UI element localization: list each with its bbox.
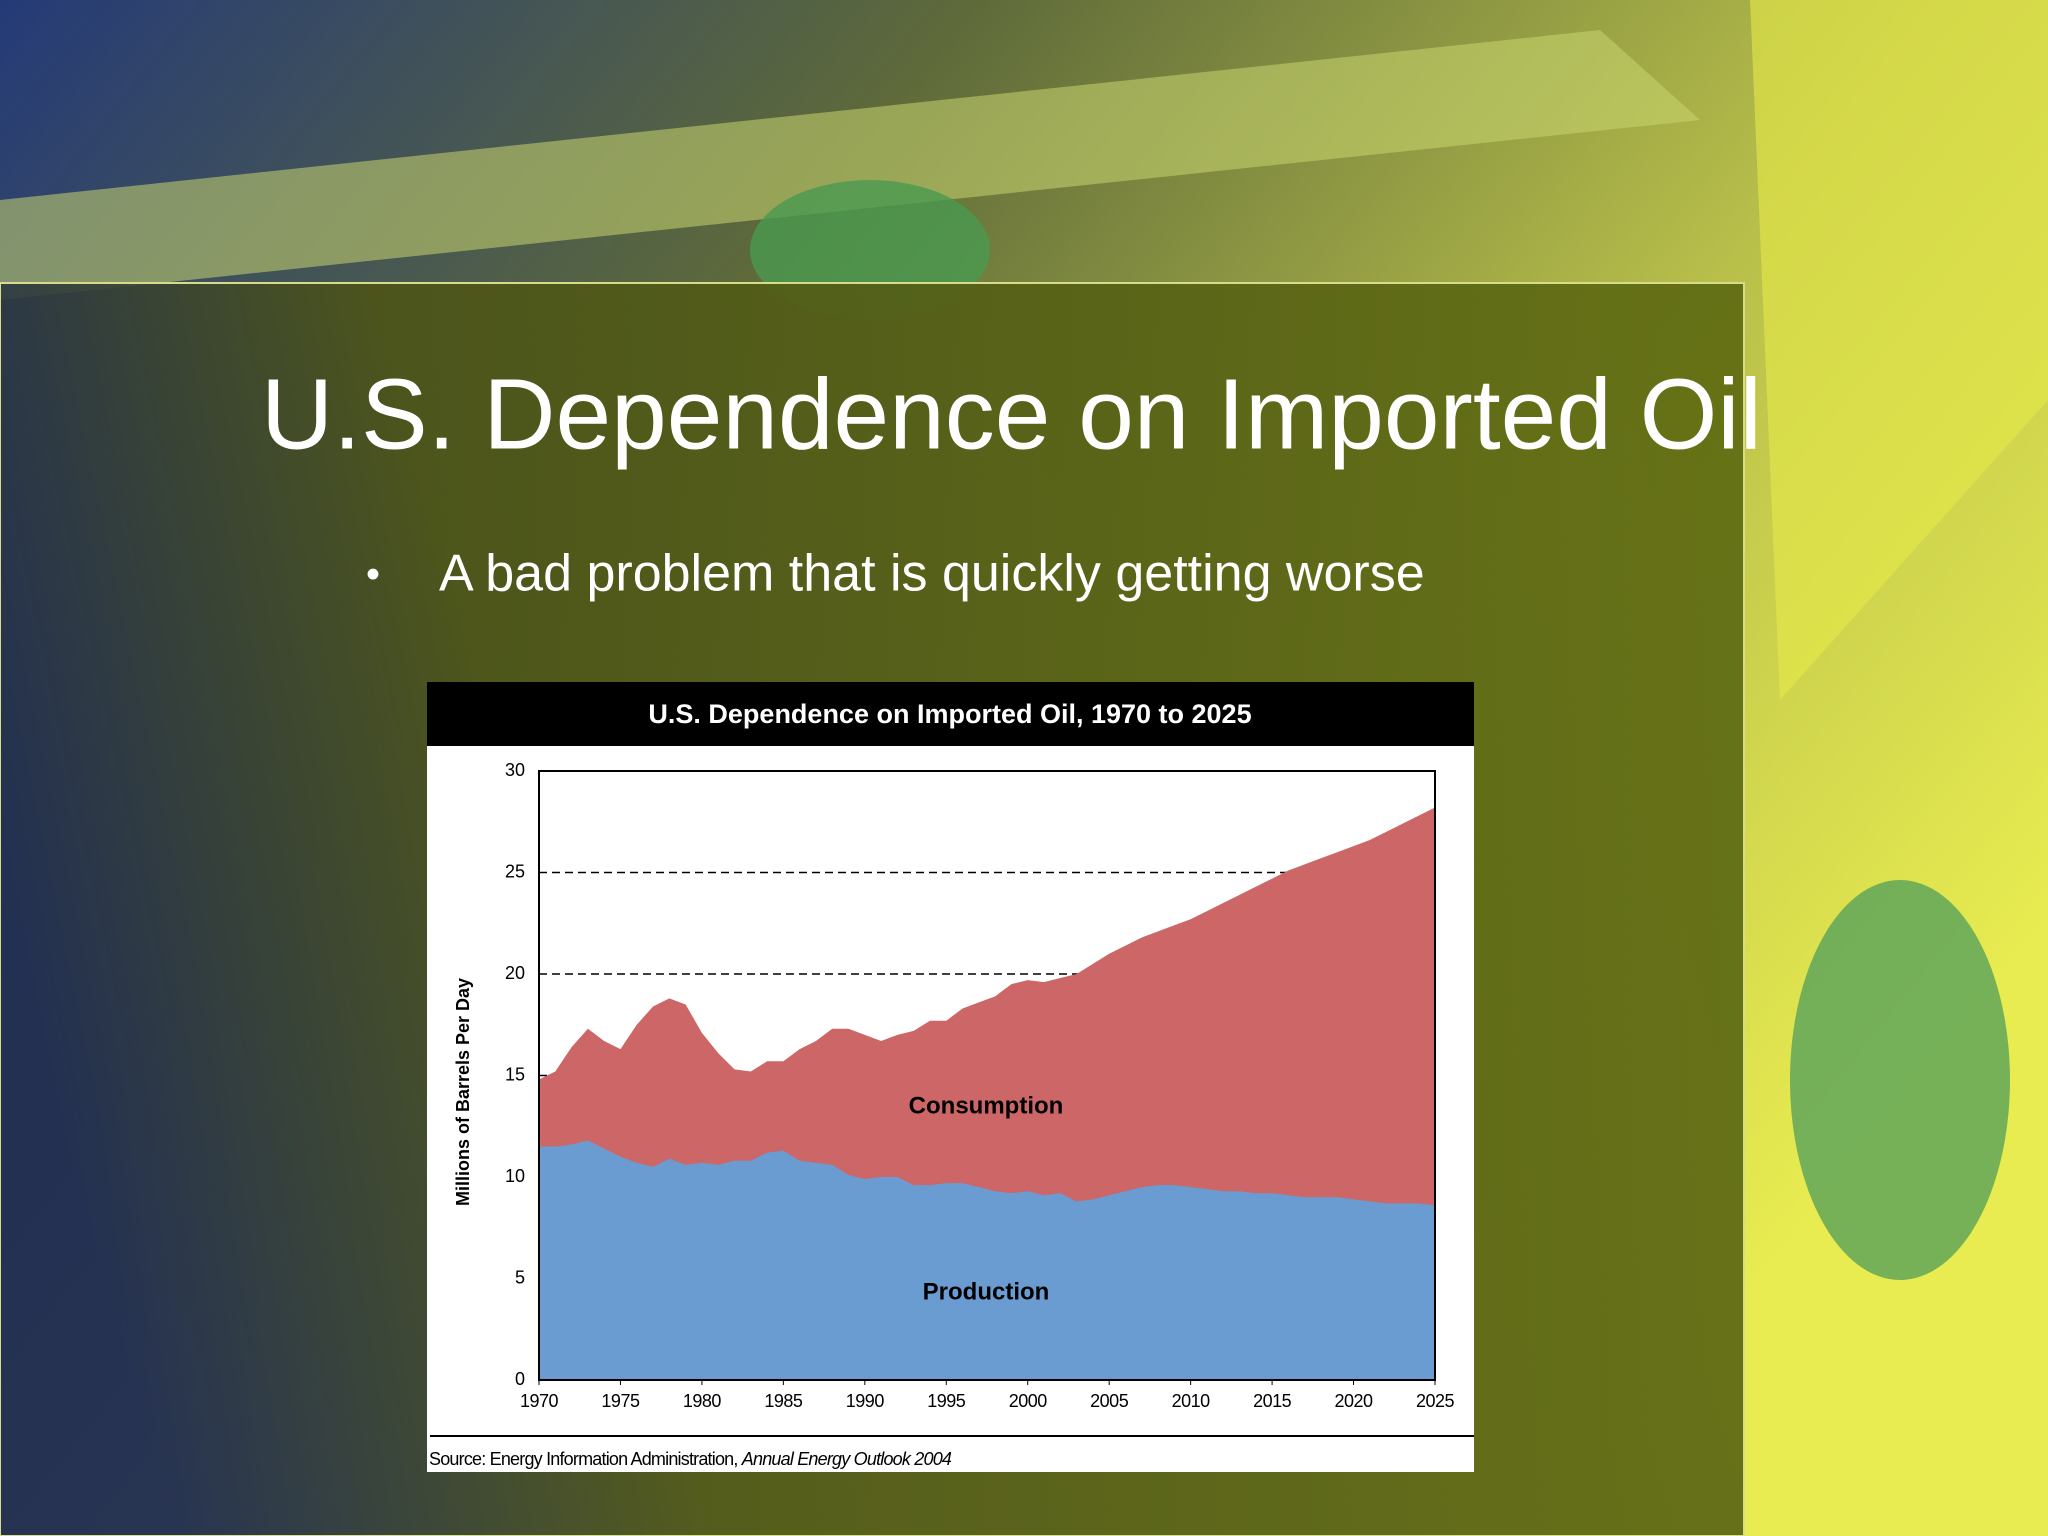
y-tick-label: 5 (515, 1267, 525, 1287)
bullet-text: A bad problem that is quickly getting wo… (439, 545, 1425, 603)
x-tick-label: 1995 (927, 1391, 966, 1411)
y-tick-label: 15 (505, 1064, 525, 1084)
background-shape (1750, 0, 2048, 700)
slide-title: U.S. Dependence on Imported Oil (261, 358, 1762, 470)
background-shape (1790, 880, 2010, 1280)
y-tick-label: 25 (505, 861, 525, 881)
x-tick-label: 1980 (683, 1391, 722, 1411)
x-tick-label: 1975 (601, 1391, 640, 1411)
x-tick-label: 1990 (846, 1391, 885, 1411)
x-tick-label: 1970 (520, 1391, 559, 1411)
area (539, 1140, 1435, 1380)
y-tick-label: 10 (505, 1166, 525, 1186)
chart-header (427, 682, 1474, 746)
source: Source: Energy Information Administratio… (429, 1449, 952, 1469)
x-tick-label: 2000 (1009, 1391, 1048, 1411)
series-label: Production (923, 1278, 1050, 1305)
series-label: Consumption (909, 1092, 1064, 1119)
x-tick-label: 2005 (1090, 1391, 1129, 1411)
chart: U.S. Dependence on Imported Oil, 1970 to… (427, 682, 1474, 1472)
source-publication: Annual Energy Outlook 2004 (741, 1449, 952, 1469)
source-text: Source: Energy Information Administratio… (429, 1449, 738, 1469)
y-tick-label: 0 (515, 1369, 525, 1389)
bullet-dot: • (366, 553, 380, 597)
plot-border (538, 770, 1436, 1381)
x-tick-label: 2010 (1172, 1391, 1211, 1411)
x-tick-label: 1985 (764, 1391, 803, 1411)
y-tick-label: 20 (505, 963, 525, 983)
x-tick-label: 2020 (1335, 1391, 1374, 1411)
y-axis-label: Millions of Barrels Per Day (453, 978, 473, 1206)
x-tick-label: 2025 (1416, 1391, 1455, 1411)
chart-title: U.S. Dependence on Imported Oil, 1970 to… (648, 699, 1251, 729)
y-tick-label: 30 (505, 760, 525, 780)
x-tick-label: 2015 (1253, 1391, 1292, 1411)
background-shape (0, 30, 1700, 300)
